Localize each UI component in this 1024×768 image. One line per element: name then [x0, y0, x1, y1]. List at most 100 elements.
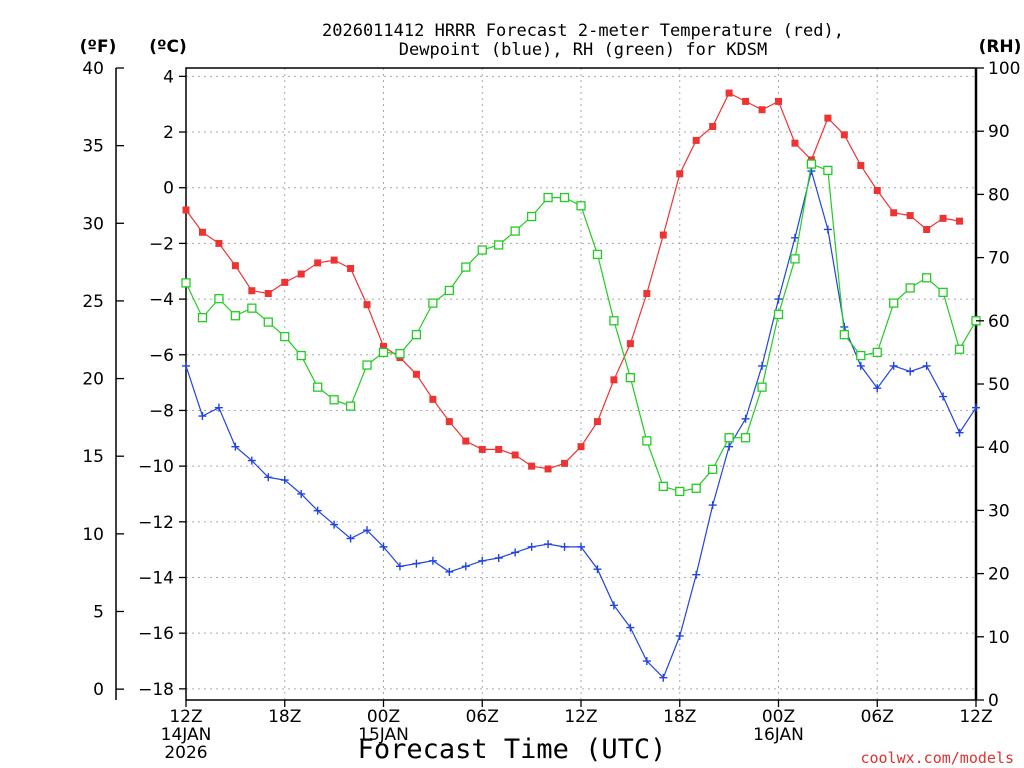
rh-data-point — [214, 294, 224, 304]
fahrenheit-tick-label: 30 — [82, 214, 104, 234]
temperature-data-point — [890, 209, 898, 217]
temperature-data-point — [956, 217, 964, 225]
rh-tick-label: 50 — [988, 375, 1010, 395]
rh-tick-label: 40 — [988, 438, 1010, 458]
rh-data-point — [954, 344, 965, 354]
dewpoint-data-point — [593, 565, 602, 574]
temperature-data-point — [840, 131, 848, 139]
rh-data-point — [247, 303, 257, 313]
temperature-data-point — [215, 239, 223, 247]
series — [181, 89, 981, 682]
celsius-tick-label: −10 — [138, 457, 174, 477]
celsius-tick-label: 0 — [163, 179, 174, 199]
rh-data-point — [296, 350, 306, 361]
rh-data-point — [773, 309, 784, 320]
x-tick-label: 00Z — [762, 707, 795, 727]
dewpoint-data-point — [527, 542, 536, 551]
rh-data-point — [559, 192, 570, 203]
x-tick-label: 00Z — [367, 707, 400, 727]
x-axis-label: Forecast Time (UTC) — [358, 734, 667, 765]
rh-tick-label: 0 — [988, 691, 999, 711]
temperature-data-point — [264, 290, 272, 298]
rh-data-point — [856, 350, 866, 361]
axes: 420−2−4−6−8−10−12−14−16−1840353025201510… — [82, 59, 1020, 763]
temperature-data-point — [775, 97, 782, 105]
celsius-tick-label: −4 — [149, 290, 174, 310]
rh-data-point — [790, 254, 800, 264]
fahrenheit-tick-label: 0 — [93, 680, 104, 700]
temperature-data-point — [577, 443, 585, 451]
temperature-data-point — [939, 214, 947, 222]
fahrenheit-tick-label: 10 — [82, 525, 104, 545]
fahrenheit-tick-label: 35 — [82, 137, 104, 157]
dewpoint-series-line — [185, 168, 977, 679]
dewpoint-data-point — [363, 526, 372, 535]
dewpoint-data-point — [577, 542, 585, 551]
rh-data-point — [823, 165, 833, 176]
dewpoint-data-point — [346, 534, 355, 543]
rh-data-point — [329, 395, 339, 405]
rh-data-point — [494, 240, 504, 250]
dewpoint-data-point — [774, 295, 783, 304]
rh-unit-label: (RH) — [979, 37, 1022, 57]
dewpoint-data-point — [609, 601, 618, 610]
rh-data-point — [658, 481, 668, 492]
rh-tick-label: 20 — [988, 565, 1010, 585]
rh-data-point — [444, 285, 454, 296]
temperature-data-point — [495, 445, 503, 453]
temperature-data-point — [873, 187, 881, 195]
temperature-data-point — [231, 262, 239, 270]
rh-data-point — [526, 211, 537, 222]
rh-data-point — [806, 159, 817, 169]
temperature-data-point — [676, 170, 684, 178]
x-tick-date-label: 16JAN — [753, 725, 804, 745]
fahrenheit-tick-label: 5 — [93, 602, 104, 622]
rh-data-point — [395, 349, 405, 359]
rh-tick-label: 90 — [988, 122, 1010, 142]
dewpoint-data-point — [889, 361, 898, 370]
rh-data-point — [543, 192, 553, 203]
rh-tick-label: 80 — [988, 185, 1010, 205]
celsius-tick-label: −8 — [149, 401, 174, 421]
dewpoint-data-point — [461, 562, 470, 571]
temperature-data-point — [412, 370, 420, 378]
dewpoint-data-point — [906, 367, 915, 376]
dewpoint-data-point — [511, 548, 520, 557]
temperature-data-point — [725, 89, 733, 97]
x-tick-date-label: 14JAN — [161, 725, 212, 745]
dewpoint-data-point — [626, 623, 635, 632]
rh-data-point — [740, 433, 751, 443]
temperature-data-point — [659, 231, 667, 239]
celsius-tick-label: −14 — [138, 568, 174, 588]
rh-data-point — [609, 316, 619, 326]
celsius-tick-label: 2 — [163, 123, 174, 143]
fahrenheit-tick-label: 40 — [82, 59, 104, 79]
fahrenheit-tick-label: 25 — [82, 292, 104, 312]
x-tick-label: 06Z — [466, 707, 499, 727]
rh-data-point — [708, 464, 718, 474]
rh-data-point — [428, 298, 438, 308]
temperature-data-point — [363, 301, 371, 309]
temperature-data-point — [923, 225, 931, 233]
temperature-data-point — [429, 395, 437, 403]
temperature-data-point — [544, 465, 552, 473]
dewpoint-data-point — [692, 570, 701, 579]
temperature-data-point — [330, 256, 338, 264]
rh-data-point — [938, 287, 948, 298]
x-tick-label: 12Z — [169, 707, 202, 727]
dewpoint-data-point — [708, 501, 717, 510]
rh-data-point — [592, 249, 603, 260]
x-tick-label: 12Z — [959, 707, 992, 727]
rh-data-point — [675, 486, 685, 497]
dewpoint-data-point — [198, 412, 207, 421]
temperature-data-point — [248, 287, 256, 295]
temperature-data-point — [610, 376, 618, 384]
temperature-data-point — [380, 342, 387, 350]
rh-data-point — [905, 283, 915, 293]
temperature-data-point — [857, 161, 865, 169]
celsius-unit-label: (ºC) — [149, 37, 187, 57]
dewpoint-data-point — [214, 403, 223, 412]
rh-data-point — [691, 483, 701, 493]
rh-data-point — [642, 436, 652, 446]
x-tick-year-label: 2026 — [164, 743, 207, 763]
